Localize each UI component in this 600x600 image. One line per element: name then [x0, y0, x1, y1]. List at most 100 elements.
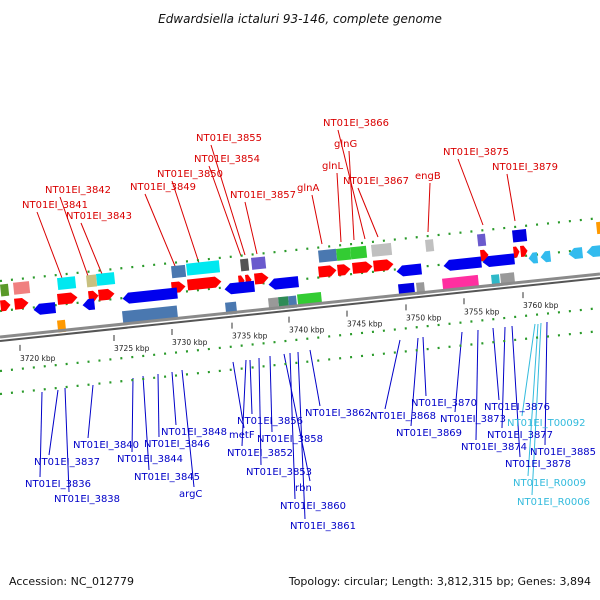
kbp-tick-label: 3760 kbp [523, 301, 559, 310]
reverse-gene-label: NT01EI_3856 [237, 416, 303, 427]
forward-gene-arrow [187, 276, 222, 291]
reverse-leader-line [410, 337, 419, 427]
reverse-gene-label: NT01EI_3862 [305, 408, 371, 419]
forward-leader-line [348, 150, 355, 241]
reverse-gene-label: NT01EI_3853 [246, 467, 312, 478]
forward-feature-box [425, 239, 435, 252]
reverse-leader-line [511, 325, 521, 458]
forward-gene-arrow [373, 259, 394, 272]
forward-leader-line [80, 222, 103, 275]
forward-feature-box [240, 258, 250, 272]
reverse-gene-arrow [586, 245, 600, 258]
kbp-tick-label: 3720 kbp [20, 354, 56, 363]
forward-gene-label: glnA [297, 183, 319, 194]
reverse-gene-label: NT01EI_3873 [440, 414, 506, 425]
reverse-gene-label: NT01EI_R0009 [513, 478, 586, 489]
forward-feature-box [596, 221, 600, 235]
reverse-leader-line [142, 375, 150, 471]
forward-leader-line [144, 193, 176, 267]
forward-feature-box [0, 283, 10, 297]
forward-leader-line [506, 173, 516, 222]
forward-leader-line [457, 158, 484, 226]
forward-feature-box [512, 229, 528, 243]
reverse-gene-label: NT01EI_3852 [227, 448, 293, 459]
track-guide-line [0, 216, 600, 283]
reverse-gene-label: NT01EI_3876 [484, 402, 550, 413]
backbone-line-upper [0, 272, 600, 339]
reverse-gene-arrow [443, 256, 482, 271]
kbp-ticks: 3720 kbp 3725 kbp 3730 kbp 3735 kbp 3740 kbp… [19, 292, 559, 363]
kbp-tick-label: 3730 kbp [172, 338, 208, 347]
forward-feature-box [12, 281, 31, 295]
reverse-leader-line [309, 349, 321, 407]
map-title: Edwardsiella ictaluri 93-146, complete g… [158, 12, 442, 26]
forward-gene-label: NT01EI_3850 [157, 169, 223, 180]
forward-leader-line [171, 180, 200, 264]
reverse-gene-arrow [122, 287, 178, 304]
reverse-leader-line [384, 339, 401, 410]
forward-feature-box [186, 260, 221, 276]
forward-feature-box [96, 272, 116, 286]
forward-gene-label: NT01EI_3879 [492, 162, 558, 173]
reverse-gene-label: NT01EI_3858 [257, 434, 323, 445]
forward-feature-box [57, 276, 77, 291]
reverse-gene-label: NT01EI_3877 [487, 430, 553, 441]
forward-gene-label: NT01EI_3855 [196, 133, 262, 144]
reverse-gene-label: NT01EI_3845 [134, 472, 200, 483]
reverse-leader-line [289, 352, 296, 500]
forward-gene-arrow [352, 261, 373, 274]
reverse-gene-label: NT01EI_3848 [161, 427, 227, 438]
kbp-tick-label: 3745 kbp [347, 320, 383, 329]
forward-leader-line [36, 211, 63, 279]
forward-gene-label: NT01EI_3866 [323, 118, 389, 129]
forward-feature-box [350, 245, 368, 260]
reverse-gene-arrow [33, 302, 57, 315]
forward-leader-line [357, 187, 379, 238]
forward-leader-line [59, 196, 89, 277]
backbone-line-lower [0, 277, 600, 342]
reverse-gene-arrow [568, 247, 584, 259]
forward-gene-arrow [318, 265, 337, 278]
forward-gene-label: engB [415, 171, 441, 182]
forward-gene-label: NT01EI_3849 [130, 182, 196, 193]
forward-feature-box [251, 256, 267, 270]
kbp-tick-label: 3725 kbp [114, 344, 150, 353]
reverse-gene-label: NT01EI_3844 [117, 454, 183, 465]
reverse-gene-label: NT01EI_3836 [25, 479, 91, 490]
forward-feature-box [86, 274, 98, 288]
forward-leader-line [208, 165, 242, 257]
reverse-gene-label: rbn [295, 483, 312, 494]
reverse-leader-line [297, 351, 306, 520]
gene-labels: NT01EI_3841 NT01EI_3842 NT01EI_3843 NT01EI_… [22, 118, 596, 532]
reverse-gene-arrow [224, 280, 255, 295]
forward-leader-line [311, 194, 323, 245]
forward-gene-label: NT01EI_3854 [194, 154, 260, 165]
reverse-gene-label: NT01EI_3838 [54, 494, 120, 505]
reverse-gene-label: NT01EI_3870 [411, 398, 477, 409]
forward-gene-arrow [337, 264, 351, 276]
reverse-gene-label: NT01EI_3878 [505, 459, 571, 470]
genome-backbone [0, 272, 600, 342]
reverse-leader-line [64, 387, 70, 493]
reverse-gene-label: NT01EI_3840 [73, 440, 139, 451]
forward-gene-arrow [520, 245, 528, 257]
reverse-gene-label: NT01EI_R0006 [517, 497, 590, 508]
reverse-leader-line [422, 336, 427, 397]
reverse-leader-line [48, 389, 59, 456]
kbp-tick-label: 3740 kbp [289, 326, 325, 335]
forward-gene-label: glnG [334, 139, 357, 150]
reverse-gene-label: metF [229, 430, 255, 441]
reverse-gene-label: NT01EI_T00092 [507, 418, 586, 429]
reverse-gene-label: NT01EI_3846 [144, 439, 210, 450]
reverse-leader-line [527, 323, 539, 477]
forward-gene-arrow [513, 246, 520, 258]
topology-summary: Topology: circular; Length: 3,812,315 bp… [288, 575, 591, 588]
reverse-gene-arrow [268, 276, 299, 290]
forward-leader-line [244, 201, 258, 255]
forward-gene-arrow [57, 292, 78, 305]
reverse-gene-arrow [82, 298, 96, 311]
forward-gene-arrow [254, 272, 269, 285]
kbp-tick-label: 3750 kbp [406, 313, 442, 322]
forward-gene-label: NT01EI_3842 [45, 185, 111, 196]
